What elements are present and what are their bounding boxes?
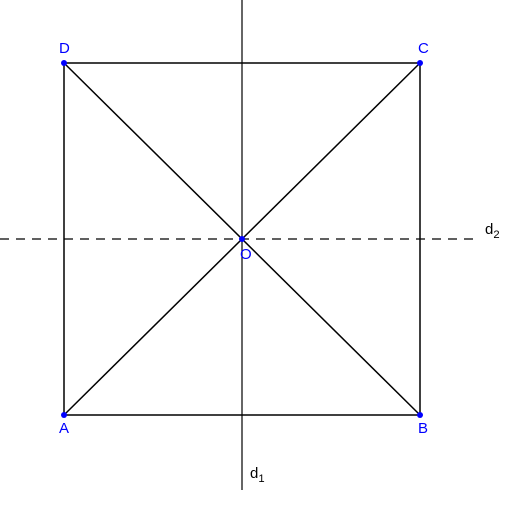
point-c bbox=[417, 60, 423, 66]
axis-label-d2-sub: 2 bbox=[493, 229, 499, 241]
label-d: D bbox=[59, 40, 70, 57]
point-b bbox=[417, 412, 423, 418]
label-c: C bbox=[418, 40, 429, 57]
point-a bbox=[61, 412, 67, 418]
geometry-diagram: A B C D Od1 d2 bbox=[0, 0, 512, 507]
point-o bbox=[239, 236, 245, 242]
diagram-svg bbox=[0, 0, 512, 507]
axis-label-d1-sub: 1 bbox=[258, 473, 264, 485]
axis-label-d1: d1 bbox=[250, 465, 265, 485]
point-d bbox=[61, 60, 67, 66]
label-o: O bbox=[240, 246, 252, 263]
label-a: A bbox=[59, 420, 69, 437]
label-b: B bbox=[418, 420, 428, 437]
axis-label-d2: d2 bbox=[485, 221, 500, 241]
